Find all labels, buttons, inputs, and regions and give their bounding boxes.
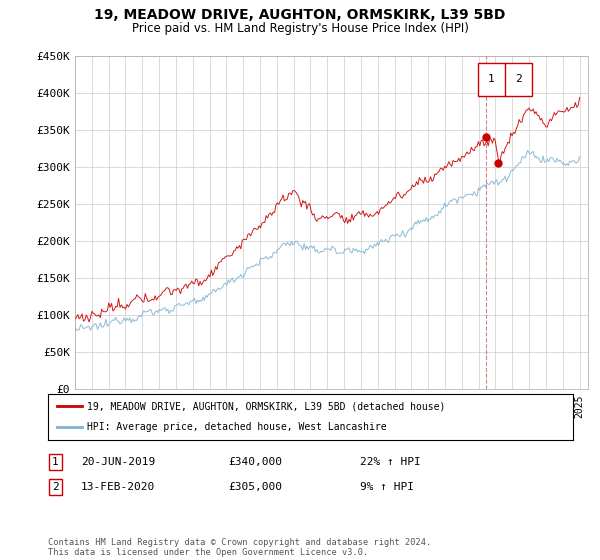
Text: 19, MEADOW DRIVE, AUGHTON, ORMSKIRK, L39 5BD (detached house): 19, MEADOW DRIVE, AUGHTON, ORMSKIRK, L39… [88,401,446,411]
Text: 2: 2 [52,482,59,492]
Text: £340,000: £340,000 [228,457,282,467]
Text: 1: 1 [488,74,494,85]
Text: Price paid vs. HM Land Registry's House Price Index (HPI): Price paid vs. HM Land Registry's House … [131,22,469,35]
Text: 19, MEADOW DRIVE, AUGHTON, ORMSKIRK, L39 5BD: 19, MEADOW DRIVE, AUGHTON, ORMSKIRK, L39… [94,8,506,22]
Text: 1: 1 [52,457,59,467]
Text: £305,000: £305,000 [228,482,282,492]
Text: 9% ↑ HPI: 9% ↑ HPI [360,482,414,492]
Text: 13-FEB-2020: 13-FEB-2020 [81,482,155,492]
Text: HPI: Average price, detached house, West Lancashire: HPI: Average price, detached house, West… [88,422,387,432]
Text: 20-JUN-2019: 20-JUN-2019 [81,457,155,467]
Text: 2: 2 [515,74,521,85]
Text: Contains HM Land Registry data © Crown copyright and database right 2024.
This d: Contains HM Land Registry data © Crown c… [48,538,431,557]
FancyBboxPatch shape [478,63,532,96]
Text: 22% ↑ HPI: 22% ↑ HPI [360,457,421,467]
